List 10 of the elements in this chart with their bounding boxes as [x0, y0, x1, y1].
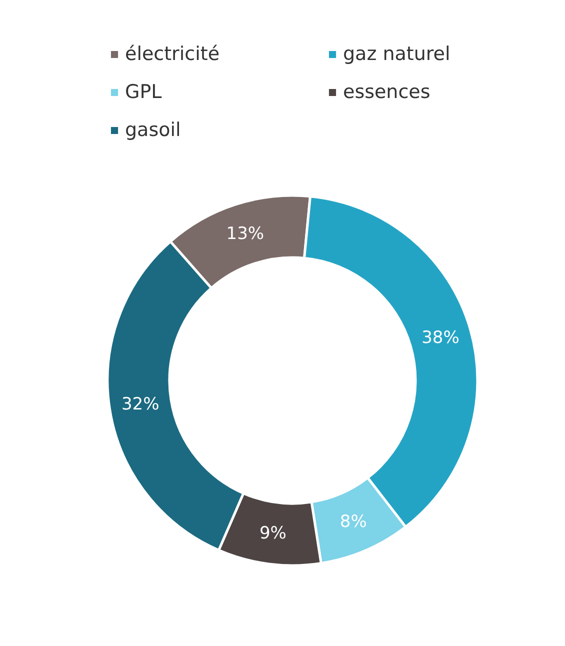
legend-label: gasoil [125, 119, 182, 141]
legend-label: électricité [125, 43, 221, 65]
data-label: 38% [422, 328, 460, 348]
data-label: 13% [226, 224, 264, 244]
data-label: 32% [121, 394, 160, 414]
legend-label: essences [343, 81, 432, 103]
legend-label: gaz naturel [343, 43, 452, 65]
legend-label: GPL [125, 81, 163, 103]
data-label: 9% [259, 523, 286, 544]
data-label: 8% [340, 512, 367, 532]
